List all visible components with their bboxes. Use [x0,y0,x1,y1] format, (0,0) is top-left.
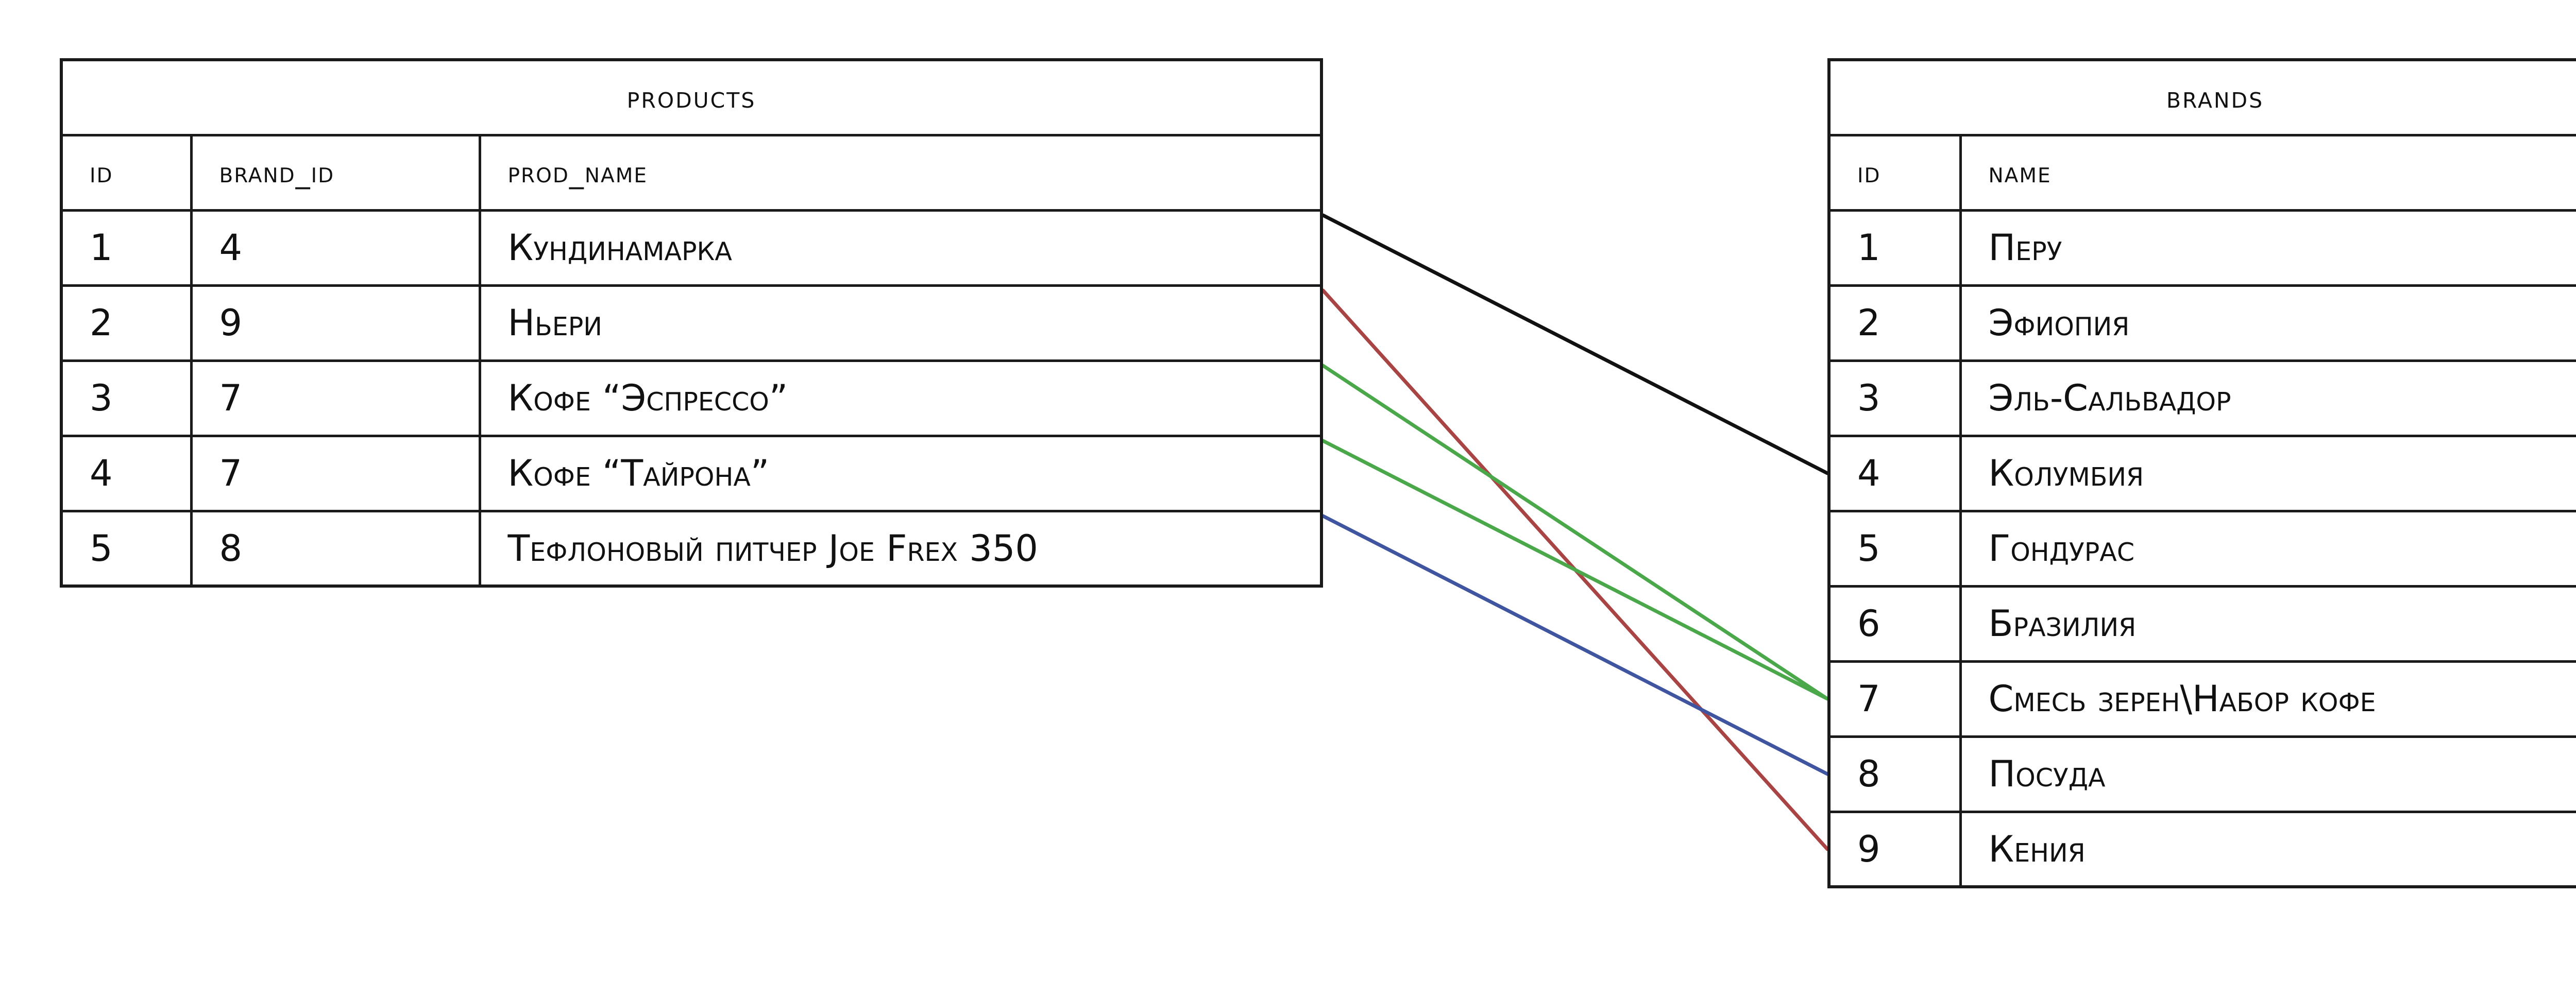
product-name: Кофе “Тайрона” [478,434,1323,512]
product-name: Кофе “Эспрессо” [478,359,1323,437]
products-row: 1 4 Кундинамарка [60,209,1323,287]
products-col-prod-name: prod_name [478,133,1323,212]
products-row: 2 9 Ньери [60,284,1323,362]
brands-col-id: id [1827,133,1962,212]
brand-id: 4 [1827,434,1962,512]
brands-row: 8 Посуда [1827,735,2576,813]
product-id: 3 [60,359,193,437]
product-id: 4 [60,434,193,512]
brands-row: 1 Перу [1827,209,2576,287]
brands-row: 9 Кения [1827,810,2576,888]
products-column-header-row: id brand_id prod_name [60,133,1323,212]
product-brand-id: 7 [190,434,481,512]
product-name: Ньери [478,284,1323,362]
brand-name: Колумбия [1959,434,2576,512]
products-table-title: products [60,58,1323,136]
product-id: 1 [60,209,193,287]
brand-id: 5 [1827,509,1962,588]
brand-name: Гондурас [1959,509,2576,588]
brands-row: 7 Смесь зерен\Набор кофе [1827,660,2576,738]
products-row: 5 8 Тефлоновый питчер Joe Frex 350 [60,509,1323,588]
products-row: 3 7 Кофе “Эспрессо” [60,359,1323,437]
brands-column-header-row: id name [1827,133,2576,212]
brand-name: Перу [1959,209,2576,287]
product-brand-id: 4 [190,209,481,287]
product-brand-id: 7 [190,359,481,437]
brands-row: 5 Гондурас [1827,509,2576,588]
brands-table-title: brands [1827,58,2576,136]
brand-name: Эль-Сальвадор [1959,359,2576,437]
product-name: Тефлоновый питчер Joe Frex 350 [478,509,1323,588]
product-id: 5 [60,509,193,588]
products-col-id: id [60,133,193,212]
relation-line-product-1-brand-4 [1321,213,1829,475]
brand-name: Эфиопия [1959,284,2576,362]
products-row: 4 7 Кофе “Тайрона” [60,434,1323,512]
brands-row: 6 Бразилия [1827,585,2576,663]
products-table: products id brand_id prod_name 1 4 Кунди… [60,58,1323,588]
brands-table: brands id name 1 Перу 2 Эфиопия 3 Эль-Са… [1827,58,2576,888]
brands-row: 4 Колумбия [1827,434,2576,512]
brand-id: 1 [1827,209,1962,287]
brand-id: 9 [1827,810,1962,888]
product-name: Кундинамарка [478,209,1323,287]
brand-name: Посуда [1959,735,2576,813]
brand-name: Бразилия [1959,585,2576,663]
brands-row: 3 Эль-Сальвадор [1827,359,2576,437]
brand-id: 2 [1827,284,1962,362]
brand-name: Кения [1959,810,2576,888]
product-brand-id: 9 [190,284,481,362]
relation-line-product-5-brand-8 [1321,514,1829,776]
products-col-brand-id: brand_id [190,133,481,212]
product-brand-id: 8 [190,509,481,588]
brand-id: 8 [1827,735,1962,813]
brand-id: 7 [1827,660,1962,738]
brand-id: 6 [1827,585,1962,663]
brand-name: Смесь зерен\Набор кофе [1959,660,2576,738]
brand-id: 3 [1827,359,1962,437]
relation-line-product-3-brand-7 [1321,364,1829,701]
product-id: 2 [60,284,193,362]
brands-col-name: name [1959,133,2576,212]
relation-line-product-4-brand-7 [1321,439,1829,701]
brands-row: 2 Эфиопия [1827,284,2576,362]
